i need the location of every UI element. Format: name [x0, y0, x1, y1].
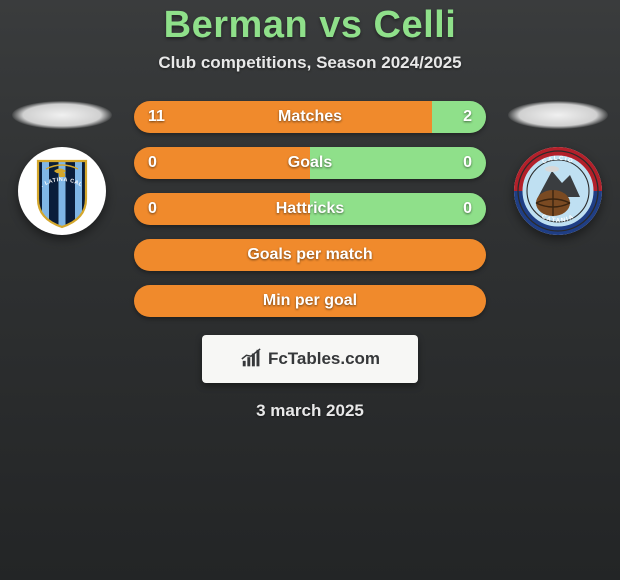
player1-club-crest: U.S. LATINA CALCIO — [18, 147, 106, 235]
date-label: 3 march 2025 — [0, 401, 620, 421]
player2-club-crest: CALCIO CATANIA — [514, 147, 602, 235]
latina-crest-icon: U.S. LATINA CALCIO — [18, 147, 106, 235]
bar-value-player1: 0 — [148, 147, 157, 179]
catania-crest-icon: CALCIO CATANIA — [514, 147, 602, 235]
player2-base-shadow — [508, 101, 608, 129]
player2-side: CALCIO CATANIA — [504, 101, 612, 235]
bar-label: Min per goal — [134, 285, 486, 317]
bar-value-player1: 0 — [148, 193, 157, 225]
subtitle: Club competitions, Season 2024/2025 — [0, 53, 620, 73]
watermark-text: FcTables.com — [268, 349, 380, 369]
stat-bar-goals-per-match: Goals per match — [134, 239, 486, 271]
bar-value-player2: 0 — [463, 193, 472, 225]
stat-bar-matches: Matches11 2 — [134, 101, 486, 133]
bar-chart-icon — [240, 348, 262, 370]
bar-label: Hattricks — [134, 193, 486, 225]
stat-bar-goals: Goals0 0 — [134, 147, 486, 179]
bar-label: Matches — [134, 101, 486, 133]
stat-bar-hattricks: Hattricks0 0 — [134, 193, 486, 225]
stat-bars: Matches112Goals00Hattricks00Goals per ma… — [134, 101, 486, 317]
player1-base-shadow — [12, 101, 112, 129]
watermark-badge: FcTables.com — [202, 335, 418, 383]
bar-value-player2: 2 — [463, 101, 472, 133]
page-title: Berman vs Celli — [0, 4, 620, 47]
bar-value-player1: 11 — [148, 101, 165, 133]
bar-value-player2: 0 — [463, 147, 472, 179]
player1-side: U.S. LATINA CALCIO — [8, 101, 116, 235]
bar-label: Goals per match — [134, 239, 486, 271]
comparison-body: U.S. LATINA CALCIO Matches112Goals00Hatt… — [0, 101, 620, 317]
stat-bar-min-per-goal: Min per goal — [134, 285, 486, 317]
comparison-card: Berman vs Celli Club competitions, Seaso… — [0, 0, 620, 580]
bar-label: Goals — [134, 147, 486, 179]
